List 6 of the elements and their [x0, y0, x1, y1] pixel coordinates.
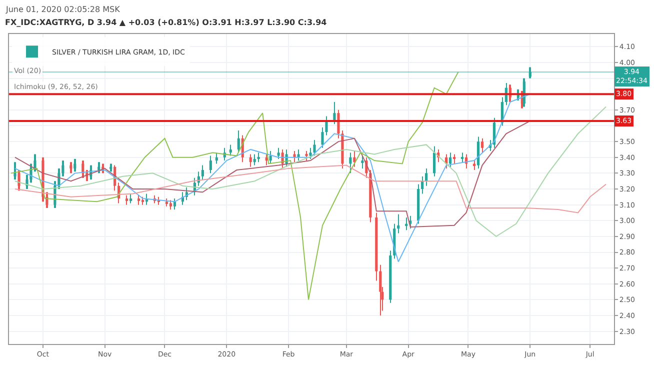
line-series	[14, 164, 607, 214]
line-series	[14, 106, 607, 237]
line-series	[14, 120, 531, 228]
chart-title: FX_IDC:XAGTRYG, D 3.94 ▲ +0.03 (+0.81%) O:3.91 H:3.97 L:3.90 C:3.94	[5, 18, 328, 27]
chart-subtitle: June 01, 2020 02:05:28 MSK	[5, 5, 121, 14]
line-series	[14, 94, 531, 262]
